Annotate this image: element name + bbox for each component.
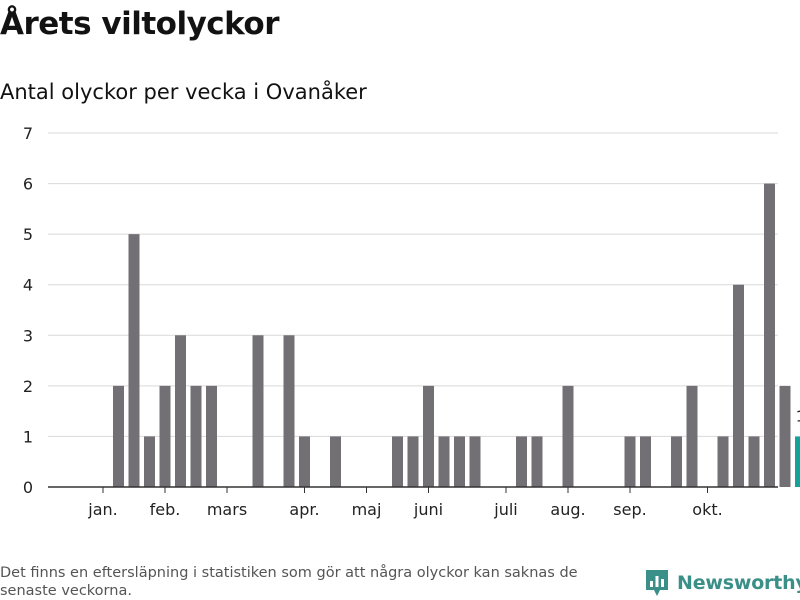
chart-title: Årets viltolyckor (0, 6, 280, 42)
y-tick-label: 2 (23, 377, 33, 396)
footer-note: Det finns en eftersläpning i statistiken… (0, 565, 578, 599)
x-tick-label: juni (413, 500, 443, 519)
bar (748, 436, 760, 487)
x-tick-label: juli (493, 500, 517, 519)
bar (128, 234, 140, 487)
data-label-current-week: 1 (796, 407, 800, 425)
y-tick-label: 3 (23, 326, 33, 345)
y-tick-label: 5 (23, 225, 33, 244)
bar (531, 436, 543, 487)
bar (516, 436, 527, 487)
bar (113, 385, 124, 487)
x-tick-label: maj (352, 500, 382, 519)
brand-logo: Newsworthy (644, 568, 800, 598)
x-tick-label: jan. (87, 500, 117, 519)
bar (392, 436, 403, 487)
chart-subtitle: Antal olyckor per vecka i Ovanåker (0, 80, 367, 104)
bar (144, 436, 155, 487)
bar (159, 385, 171, 487)
bar (624, 436, 636, 487)
bar (423, 385, 434, 487)
bar (640, 436, 651, 487)
bar (764, 183, 775, 488)
x-tick-label: aug. (550, 500, 585, 519)
bar (206, 385, 217, 487)
bar (779, 385, 791, 487)
bar (190, 385, 202, 487)
bar (686, 385, 698, 487)
brand-name: Newsworthy (677, 572, 800, 594)
bar (252, 335, 264, 487)
newsworthy-icon (646, 570, 668, 596)
bar (671, 436, 682, 487)
x-tick-label: sep. (613, 500, 646, 519)
y-tick-label: 1 (23, 427, 33, 446)
x-tick-label: feb. (150, 500, 181, 519)
y-tick-label: 7 (23, 124, 33, 143)
x-tick-label: mars (207, 500, 247, 519)
bar-current-week (795, 436, 800, 487)
y-tick-label: 0 (23, 478, 33, 497)
x-tick-label: okt. (692, 500, 722, 519)
y-tick-label: 6 (23, 175, 33, 194)
bar (469, 436, 481, 487)
x-tick-label: apr. (289, 500, 319, 519)
bar (283, 335, 295, 487)
bar (175, 335, 186, 487)
bar (299, 436, 310, 487)
bar (454, 436, 465, 487)
bar (733, 284, 744, 487)
bar (717, 436, 729, 487)
bar (330, 436, 341, 487)
bar (407, 436, 419, 487)
bar (438, 436, 450, 487)
y-tick-label: 4 (23, 276, 33, 295)
bar (562, 385, 574, 487)
